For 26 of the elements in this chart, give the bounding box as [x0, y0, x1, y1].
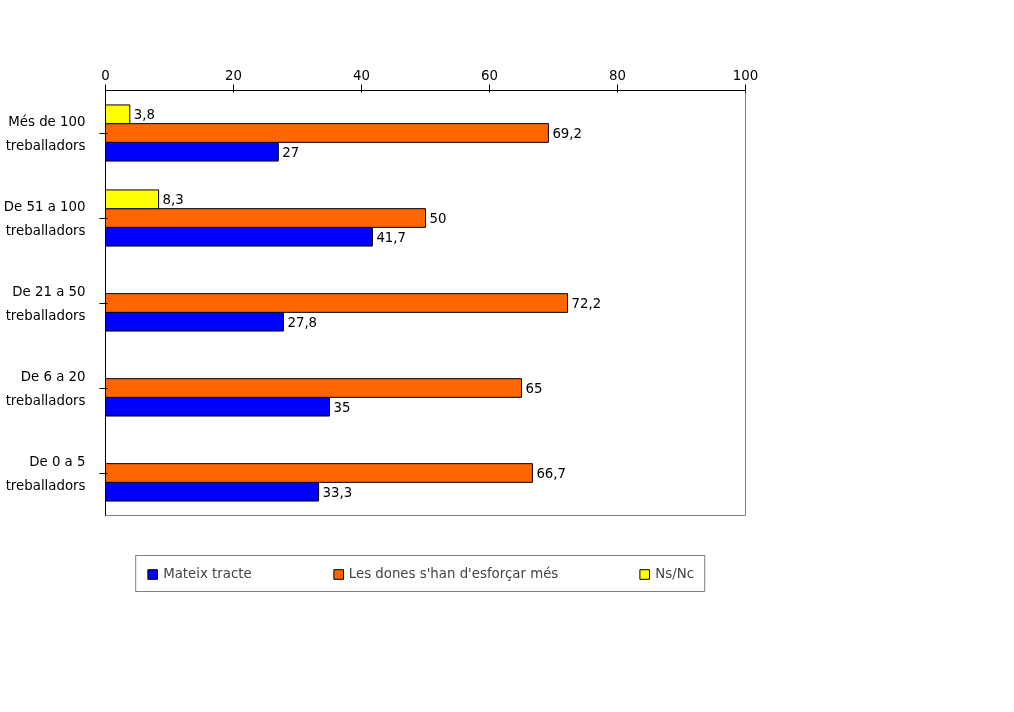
y-tick-label: De 21 a 50 treballadors — [5, 283, 86, 323]
x-tick-label: 0 — [101, 67, 110, 83]
data-label: 72,2 — [571, 296, 602, 311]
data-label: 65 — [525, 381, 543, 396]
x-tick-label: 60 — [481, 67, 498, 83]
data-label: 3,8 — [133, 107, 156, 123]
x-tick-label: 80 — [609, 67, 626, 83]
y-tick-label: De 51 a 100 treballadors — [3, 198, 86, 238]
data-label: 69,2 — [552, 126, 583, 141]
x-tick-label: 20 — [225, 67, 242, 83]
y-tick-label: De 6 a 20 treballadors — [5, 368, 86, 408]
data-label: 33,3 — [322, 484, 353, 500]
y-tick-label: Més de 100 treballadors — [5, 113, 86, 153]
data-label: 41,7 — [376, 229, 407, 245]
data-label: 66,7 — [536, 466, 567, 481]
data-label: 27,8 — [287, 314, 318, 330]
data-label: 27 — [282, 144, 300, 160]
data-label: 50 — [429, 211, 447, 226]
x-tick-label: 100 — [732, 67, 759, 83]
y-tick-label: De 0 a 5 treballadors — [5, 453, 86, 493]
x-tick-label: 40 — [353, 67, 370, 83]
data-label: 35 — [333, 399, 351, 415]
legend-label: Les dones s'han d'esforçar més — [348, 566, 559, 581]
legend-label: Ns/Nc — [655, 566, 694, 581]
legend-label: Mateix tracte — [163, 566, 252, 581]
data-label: 8,3 — [162, 192, 184, 208]
